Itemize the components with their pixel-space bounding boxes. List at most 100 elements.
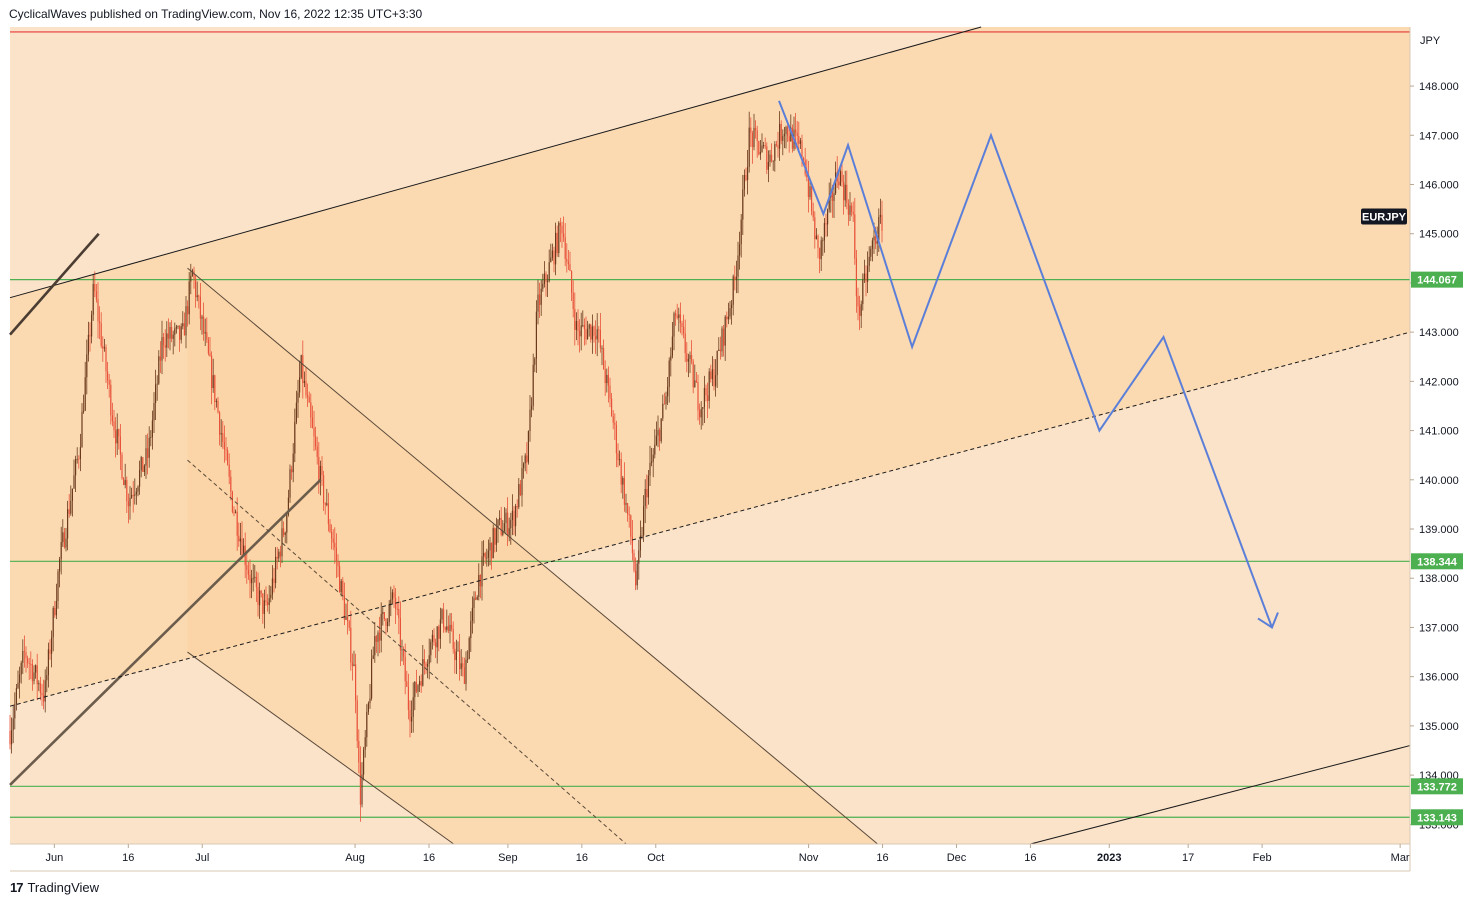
candle-76 [131, 487, 133, 499]
trendlines [9, 26, 1411, 845]
candle-141 [235, 509, 237, 514]
publish-info: CyclicalWaves published on TradingView.c… [9, 7, 423, 21]
candle-10 [25, 646, 27, 673]
candle-234 [383, 612, 385, 622]
candle-51 [91, 310, 93, 344]
candle-471 [763, 141, 765, 149]
candle-74 [127, 493, 129, 524]
candle-482 [780, 120, 782, 145]
candle-90 [153, 392, 155, 433]
candle-257 [420, 674, 422, 693]
candle-318 [518, 477, 520, 510]
time-tick-label-4: 16 [423, 852, 435, 864]
candle-204 [335, 533, 337, 579]
candle-364 [591, 314, 593, 354]
candle-170 [281, 517, 283, 564]
candle-291 [475, 591, 477, 601]
candle-92 [156, 375, 158, 401]
candle-507 [820, 236, 822, 271]
candle-311 [507, 497, 509, 546]
candle-232 [380, 602, 382, 653]
candle-407 [660, 418, 662, 444]
candle-142 [236, 497, 238, 551]
candle-219 [359, 746, 361, 822]
candle-131 [219, 410, 221, 446]
candle-213 [350, 610, 352, 671]
candle-415 [673, 311, 675, 351]
candle-280 [457, 641, 459, 652]
candle-40 [73, 459, 75, 489]
candle-362 [588, 323, 590, 337]
candle-282 [460, 648, 462, 677]
candle-180 [297, 379, 299, 418]
candle-16 [35, 664, 37, 679]
candle-25 [49, 639, 51, 660]
candle-238 [390, 586, 392, 617]
candle-240 [393, 585, 395, 608]
candle-117 [196, 281, 198, 302]
candle-67 [116, 413, 118, 456]
candle-529 [855, 249, 857, 313]
candle-508 [822, 237, 824, 256]
candle-242 [396, 601, 398, 616]
candle-500 [809, 180, 811, 200]
candle-171 [283, 521, 285, 538]
candle-450 [729, 301, 731, 320]
candle-414 [671, 321, 673, 359]
candle-100 [169, 322, 171, 351]
candle-119 [199, 282, 201, 331]
candle-528 [854, 197, 856, 265]
candle-320 [521, 455, 523, 507]
candle-324 [527, 430, 529, 465]
candle-278 [454, 641, 456, 674]
candle-128 [214, 374, 216, 411]
candle-475 [769, 150, 771, 167]
candle-166 [275, 547, 277, 589]
price-axis[interactable]: 148.000147.000146.000145.000144.000143.0… [1410, 81, 1459, 831]
candle-489 [791, 124, 793, 153]
candle-146 [243, 538, 245, 557]
candle-271 [443, 602, 445, 633]
candle-164 [271, 565, 273, 600]
level-tag-1: 144.067 [1411, 271, 1463, 288]
time-axis[interactable]: Jun 16 Jul Aug 16 Sep 16 Oct Nov 16 Dec 16 2023 17 Feb… [45, 844, 1410, 864]
candle-545 [881, 200, 883, 243]
candle-423 [686, 342, 688, 373]
trendline-0 [9, 26, 982, 299]
candle-392 [636, 560, 638, 590]
candle-325 [529, 395, 531, 442]
candle-468 [758, 140, 760, 156]
candle-526 [851, 202, 853, 217]
candle-53 [94, 271, 96, 298]
candle-226 [371, 649, 373, 701]
candle-287 [468, 636, 470, 660]
candle-7 [20, 660, 22, 684]
candle-308 [502, 520, 504, 537]
candle-189 [311, 405, 313, 429]
candle-368 [598, 326, 600, 343]
candle-404 [655, 421, 657, 446]
candle-440 [713, 359, 715, 391]
candle-201 [331, 524, 333, 550]
candle-412 [668, 357, 670, 403]
candle-432 [700, 401, 702, 430]
candle-459 [743, 169, 745, 197]
candle-205 [337, 554, 339, 577]
candle-425 [689, 351, 691, 374]
level-tag-2: 138.344 [1411, 553, 1463, 570]
candle-341 [555, 222, 557, 276]
candle-107 [180, 323, 182, 344]
candle-179 [295, 390, 297, 425]
candle-420 [681, 320, 683, 336]
candle-542 [876, 226, 878, 256]
candle-78 [134, 478, 136, 505]
candle-155 [257, 572, 259, 617]
candle-158 [262, 593, 264, 624]
candle-264 [431, 630, 433, 650]
candle-89 [151, 410, 153, 450]
time-tick-label-12: 2023 [1097, 852, 1121, 864]
candle-66 [115, 417, 117, 458]
candle-101 [171, 320, 173, 343]
horizontal-levels [10, 31, 1410, 818]
